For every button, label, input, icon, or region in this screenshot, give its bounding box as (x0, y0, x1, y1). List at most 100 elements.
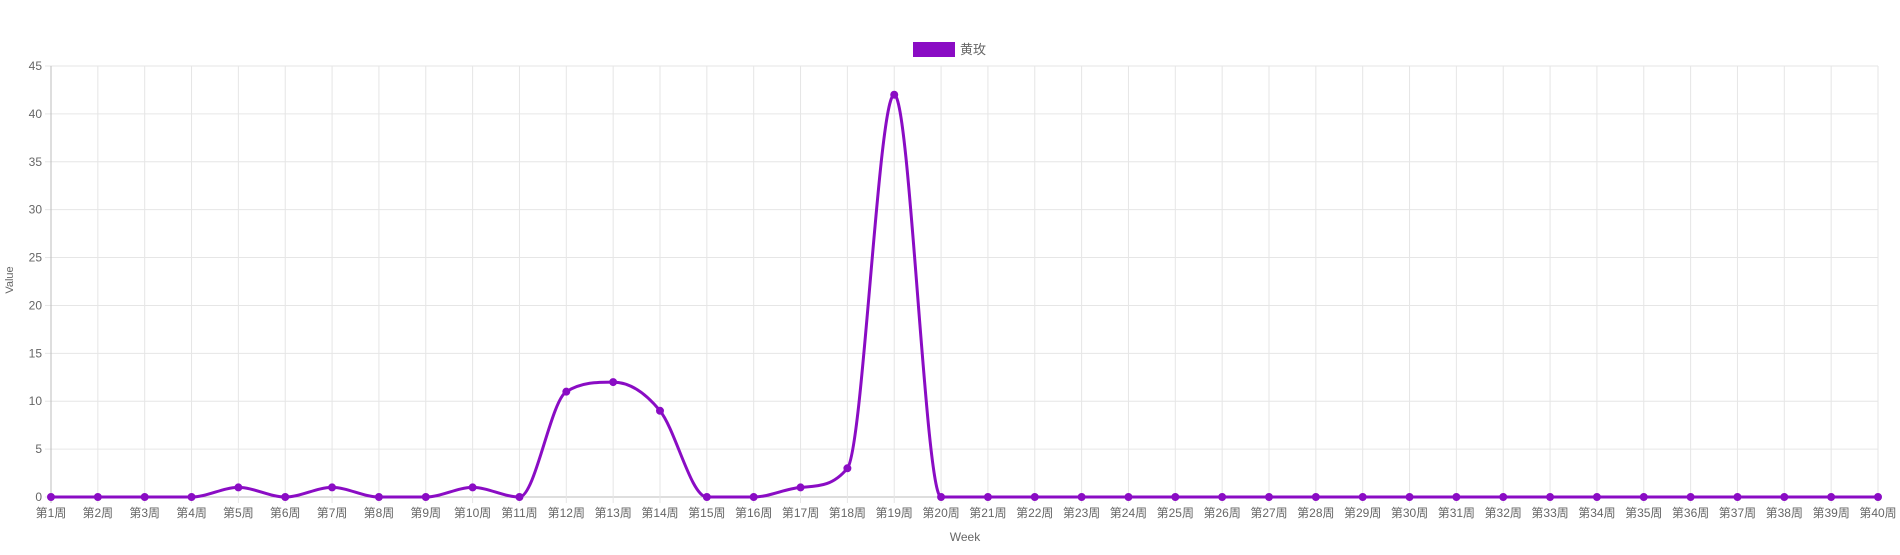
x-tick-label: 第1周 (36, 506, 67, 520)
data-point[interactable] (1874, 493, 1882, 501)
data-point[interactable] (515, 493, 524, 501)
x-tick-label: 第20周 (922, 506, 959, 520)
x-tick-label: 第31周 (1438, 506, 1475, 520)
data-point[interactable] (140, 493, 149, 501)
data-point[interactable] (47, 493, 55, 501)
data-point[interactable] (702, 493, 711, 501)
data-point[interactable] (374, 493, 383, 501)
x-tick-label: 第21周 (969, 506, 1006, 520)
x-tick-label: 第17周 (782, 506, 819, 520)
x-tick-label: 第18周 (829, 506, 866, 520)
data-point[interactable] (234, 483, 243, 492)
y-axis-label: Value (4, 266, 16, 293)
data-point[interactable] (468, 483, 477, 492)
x-tick-label: 第9周 (410, 506, 441, 520)
x-tick-label: 第29周 (1344, 506, 1381, 520)
x-tick-label: 第23周 (1063, 506, 1100, 520)
data-point[interactable] (1030, 493, 1039, 501)
legend[interactable]: 黄玫 (913, 42, 986, 57)
data-point[interactable] (1171, 493, 1180, 501)
x-tick-label: 第8周 (364, 506, 395, 520)
x-tick-label: 第30周 (1391, 506, 1428, 520)
y-tick-label: 5 (35, 442, 42, 456)
data-point[interactable] (796, 483, 805, 492)
grid (45, 65, 1879, 503)
x-tick-label: 第6周 (270, 506, 301, 520)
data-point[interactable] (937, 493, 946, 501)
y-tick-label: 45 (29, 59, 43, 73)
series (47, 90, 1882, 501)
x-tick-label: 第14周 (641, 506, 678, 520)
x-tick-label: 第28周 (1297, 506, 1334, 520)
series-line (49, 93, 1880, 499)
x-tick-label: 第27周 (1250, 506, 1287, 520)
data-point[interactable] (93, 493, 102, 501)
legend-swatch[interactable] (913, 42, 955, 57)
x-axis-label: Week (950, 530, 981, 544)
x-tick-label: 第10周 (454, 506, 491, 520)
x-tick-label: 第37周 (1719, 506, 1756, 520)
data-point[interactable] (1452, 493, 1461, 501)
y-tick-label: 30 (29, 203, 43, 217)
data-point[interactable] (656, 406, 664, 415)
data-point[interactable] (187, 493, 196, 501)
data-point[interactable] (421, 493, 430, 501)
x-tick-label: 第26周 (1203, 506, 1240, 520)
x-tick-label: 第24周 (1110, 506, 1147, 520)
data-point[interactable] (562, 387, 571, 396)
x-tick-label: 第11周 (501, 506, 537, 520)
data-point[interactable] (983, 493, 992, 501)
y-tick-label: 0 (35, 490, 42, 504)
x-tick-label: 第12周 (548, 506, 585, 520)
y-tick-label: 35 (29, 155, 43, 169)
data-point[interactable] (281, 493, 290, 501)
x-tick-label: 第36周 (1672, 506, 1709, 520)
data-point[interactable] (1827, 493, 1836, 501)
x-tick-label: 第33周 (1531, 506, 1568, 520)
x-tick-label: 第34周 (1578, 506, 1615, 520)
y-tick-label: 10 (29, 394, 43, 408)
y-tick-label: 15 (29, 346, 43, 360)
x-tick-label: 第13周 (594, 506, 631, 520)
data-point[interactable] (1639, 493, 1648, 501)
axes: 0 5 10 15 20 25 30 35 40 45 第1周 第2周 第3周 第4周 第5周 第6周 第7周 第… (29, 59, 1897, 520)
y-tick-label: 25 (29, 251, 43, 265)
data-point[interactable] (1311, 493, 1320, 501)
data-point[interactable] (1733, 493, 1742, 501)
data-point[interactable] (1780, 493, 1789, 501)
data-point[interactable] (328, 483, 337, 492)
data-point[interactable] (890, 90, 899, 99)
data-point[interactable] (843, 464, 852, 473)
data-point[interactable] (749, 493, 758, 501)
data-point[interactable] (1592, 493, 1601, 501)
x-tick-label: 第5周 (223, 506, 254, 520)
x-tick-label: 第25周 (1157, 506, 1194, 520)
x-tick-label: 第2周 (83, 506, 114, 520)
x-tick-label: 第7周 (317, 506, 348, 520)
x-tick-label: 第15周 (688, 506, 725, 520)
data-point[interactable] (1265, 493, 1273, 501)
x-tick-label: 第19周 (876, 506, 913, 520)
x-tick-label: 第16周 (735, 506, 772, 520)
data-point[interactable] (1405, 493, 1414, 501)
data-point[interactable] (1218, 493, 1227, 501)
data-point[interactable] (1686, 493, 1695, 501)
data-point[interactable] (1546, 493, 1555, 501)
x-tick-label: 第35周 (1625, 506, 1662, 520)
x-tick-label: 第4周 (176, 506, 207, 520)
x-tick-label: 第32周 (1485, 506, 1522, 520)
x-tick-label: 第3周 (129, 506, 160, 520)
x-tick-label: 第40周 (1859, 506, 1896, 520)
data-point[interactable] (1499, 493, 1508, 501)
y-tick-label: 20 (29, 298, 43, 312)
data-point[interactable] (609, 378, 618, 387)
x-tick-label: 第38周 (1766, 506, 1803, 520)
data-point[interactable] (1358, 493, 1367, 501)
data-point[interactable] (1077, 493, 1086, 501)
data-point[interactable] (1124, 493, 1133, 501)
legend-label[interactable]: 黄玫 (960, 42, 986, 57)
y-tick-label: 40 (29, 107, 43, 121)
x-tick-label: 第39周 (1812, 506, 1849, 520)
